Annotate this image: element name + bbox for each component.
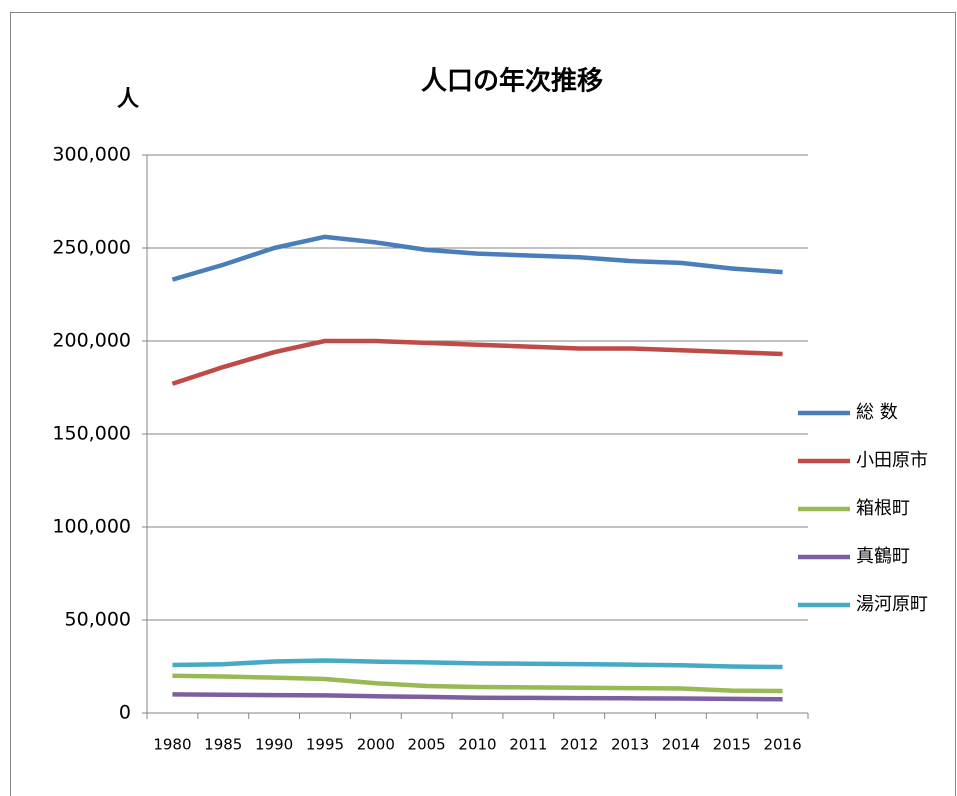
x-tick-label: 1980 <box>153 736 191 754</box>
x-tick-label: 2015 <box>713 736 751 754</box>
y-tick-label: 0 <box>119 702 131 724</box>
legend-label: 小田原市 <box>856 450 928 471</box>
x-tick-label: 1985 <box>204 736 242 754</box>
y-tick-label: 200,000 <box>52 330 131 352</box>
legend-label: 総 数 <box>856 402 898 423</box>
x-tick-label: 2005 <box>408 736 446 754</box>
y-tick-label: 100,000 <box>52 516 131 538</box>
legend-label: 箱根町 <box>856 498 910 519</box>
y-tick-label: 250,000 <box>52 237 131 259</box>
y-tick-label: 300,000 <box>52 144 131 166</box>
series-line <box>172 658 783 670</box>
series-line <box>171 338 783 386</box>
x-tick-label: 2016 <box>763 736 801 754</box>
y-tick-label: 50,000 <box>65 609 131 631</box>
x-tick-label: 1990 <box>255 736 293 754</box>
legend-label: 真鶴町 <box>856 546 910 567</box>
x-tick-label: 2010 <box>458 736 496 754</box>
y-tick-label: 150,000 <box>52 423 131 445</box>
series-line <box>172 692 783 702</box>
series-line <box>171 234 783 282</box>
x-tick-label: 1995 <box>306 736 344 754</box>
x-tick-label: 2012 <box>560 736 598 754</box>
x-tick-label: 2013 <box>611 736 649 754</box>
chart-title: 人口の年次推移 <box>421 66 603 97</box>
x-tick-label: 2011 <box>509 736 547 754</box>
x-tick-label: 2014 <box>662 736 700 754</box>
legend-label: 湯河原町 <box>856 594 928 615</box>
x-tick-label: 2000 <box>357 736 395 754</box>
series-line <box>172 673 783 694</box>
chart-frame <box>10 12 956 796</box>
y-axis-label: 人 <box>117 87 139 112</box>
